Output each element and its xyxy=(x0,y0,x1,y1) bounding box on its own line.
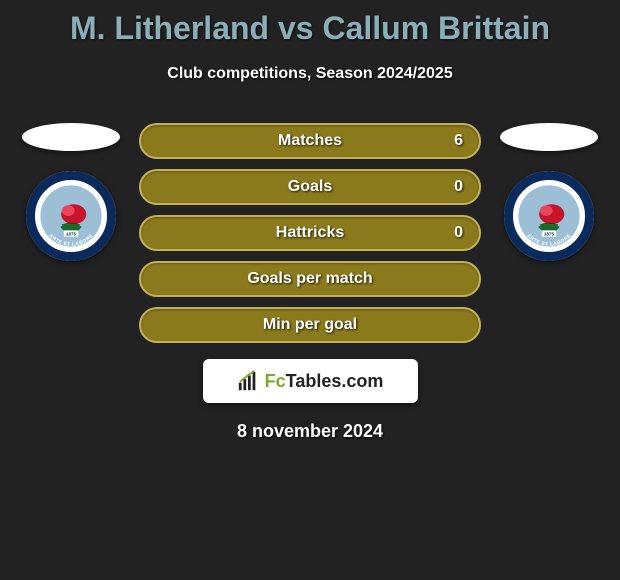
date-text: 8 november 2024 xyxy=(0,421,620,442)
page-title: M. Litherland vs Callum Brittain xyxy=(0,10,620,47)
left-side: BLACKBURN ROVERS F.C. ARTE ET LABORE 187… xyxy=(21,123,121,261)
stat-label: Matches xyxy=(278,132,342,150)
left-avatar-placeholder xyxy=(22,123,120,151)
stat-bar-goals-per-match: Goals per match xyxy=(139,261,481,297)
source-logo: FcTables.com xyxy=(203,359,418,403)
bar-chart-icon xyxy=(237,370,259,392)
stat-label: Goals xyxy=(288,178,332,196)
stat-bar-min-per-goal: Min per goal xyxy=(139,307,481,343)
main-row: BLACKBURN ROVERS F.C. ARTE ET LABORE 187… xyxy=(0,123,620,343)
stat-label: Min per goal xyxy=(263,316,357,334)
stats-column: Matches 6 Goals 0 Hattricks 0 Goals per … xyxy=(139,123,481,343)
stat-value-right: 6 xyxy=(454,132,463,150)
blackburn-badge-icon: BLACKBURN ROVERS F.C. ARTE ET LABORE 187… xyxy=(504,171,594,261)
blackburn-badge-icon: BLACKBURN ROVERS F.C. ARTE ET LABORE 187… xyxy=(26,171,116,261)
svg-text:1875: 1875 xyxy=(66,231,77,236)
stat-value-right: 0 xyxy=(454,224,463,242)
stat-bar-hattricks: Hattricks 0 xyxy=(139,215,481,251)
right-side: BLACKBURN ROVERS F.C. ARTE ET LABORE 187… xyxy=(499,123,599,261)
svg-text:1875: 1875 xyxy=(544,231,555,236)
stat-bar-goals: Goals 0 xyxy=(139,169,481,205)
right-avatar-placeholder xyxy=(500,123,598,151)
stat-label: Hattricks xyxy=(276,224,344,242)
left-club-badge: BLACKBURN ROVERS F.C. ARTE ET LABORE 187… xyxy=(26,171,116,261)
stat-label: Goals per match xyxy=(247,270,372,288)
right-club-badge: BLACKBURN ROVERS F.C. ARTE ET LABORE 187… xyxy=(504,171,594,261)
stat-value-right: 0 xyxy=(454,178,463,196)
stat-bar-matches: Matches 6 xyxy=(139,123,481,159)
subtitle: Club competitions, Season 2024/2025 xyxy=(0,65,620,83)
logo-text: FcTables.com xyxy=(265,371,384,392)
comparison-card: M. Litherland vs Callum Brittain Club co… xyxy=(0,0,620,442)
